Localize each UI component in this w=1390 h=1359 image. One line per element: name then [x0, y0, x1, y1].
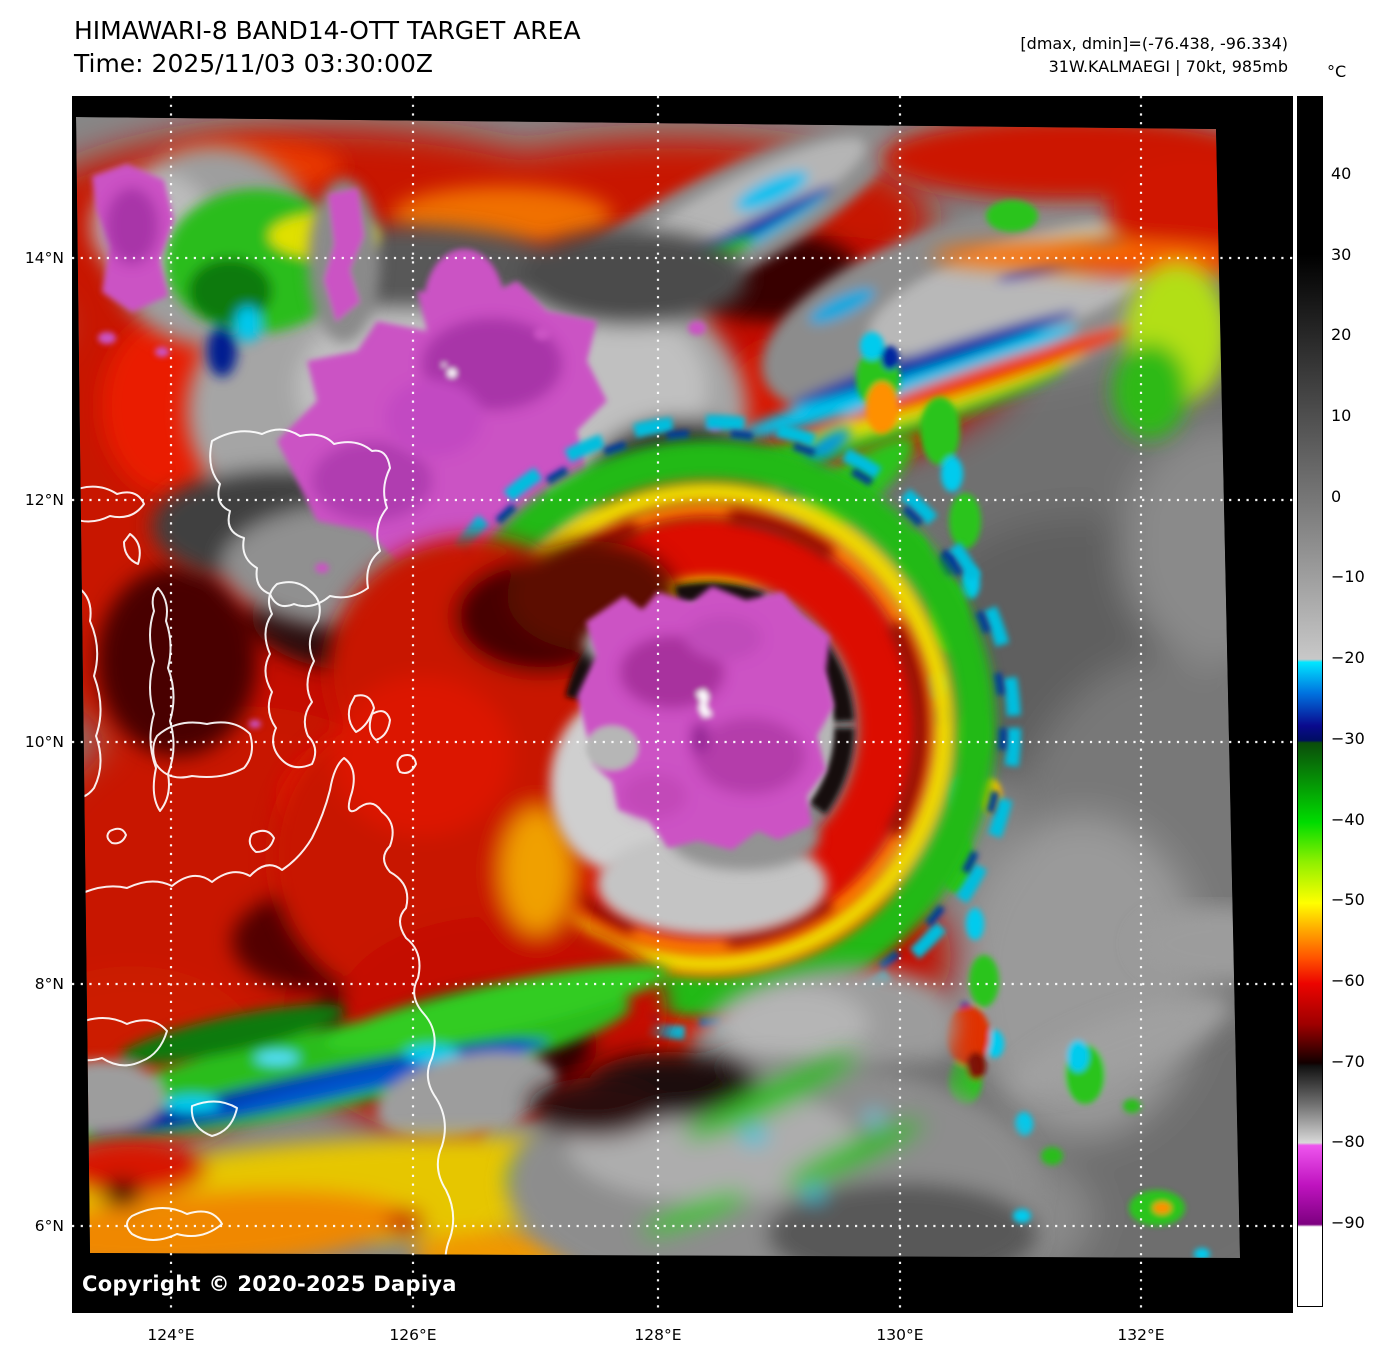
coast-negros [76, 583, 102, 799]
lat-label-8n: 8°N [34, 975, 64, 993]
colorbar-tick-n20: −20 [1331, 648, 1365, 667]
lon-label-130e: 130°E [876, 1326, 924, 1344]
coast-ticao [123, 533, 141, 565]
coast-camiguin [248, 829, 275, 853]
satellite-image [72, 96, 1293, 1313]
coast-zamboanga [126, 1207, 223, 1241]
top-left-green-patch [165, 189, 379, 377]
copyright-label: Copyright © 2020-2025 Dapiya [82, 1272, 457, 1296]
colorbar-tick-n60: −60 [1331, 971, 1365, 990]
timestamp-label: Time: 2025/11/03 03:30:00Z [74, 49, 433, 78]
colorbar-tick-40: 40 [1331, 164, 1352, 183]
colorbar-tick-n50: −50 [1331, 890, 1365, 909]
lat-label-14n: 14°N [24, 249, 64, 267]
coastlines [76, 428, 461, 1258]
southwest-band [76, 964, 669, 1170]
coast-siquijor [106, 827, 127, 845]
coast-lanao [190, 1100, 238, 1137]
header-right: [dmax, dmin]=(-76.438, -96.334) 31W.KALM… [1020, 32, 1288, 78]
lat-label-6n: 6°N [34, 1217, 64, 1235]
lon-label-128e: 128°E [634, 1326, 682, 1344]
coast-masbate [76, 485, 145, 523]
lon-label-132e: 132°E [1117, 1326, 1165, 1344]
temperature-colorbar [1297, 96, 1323, 1307]
dmax-dmin-label: [dmax, dmin]=(-76.438, -96.334) [1020, 34, 1288, 53]
coast-panaon [347, 694, 375, 733]
coast-leyte [264, 581, 321, 769]
coast-dinagat [368, 710, 391, 741]
south-gray-mass [507, 1052, 1037, 1258]
southeast-cells [1013, 906, 1240, 1258]
colorbar-tick-20: 20 [1331, 325, 1352, 344]
colorbar-unit-label: °C [1327, 62, 1347, 81]
coast-samar [209, 428, 391, 608]
page-title: HIMAWARI-8 BAND14-OTT TARGET AREA [74, 16, 581, 45]
coast-mindanao [76, 757, 461, 1258]
coast-bohol [152, 721, 253, 779]
colorbar-tick-n30: −30 [1331, 729, 1365, 748]
lat-label-10n: 10°N [24, 733, 64, 751]
lat-label-12n: 12°N [24, 491, 64, 509]
storm-info-label: 31W.KALMAEGI | 70kt, 985mb [1048, 57, 1288, 76]
graticule [72, 96, 1293, 1313]
lon-label-124e: 124°E [147, 1326, 195, 1344]
coast-iligan-bay [76, 1017, 168, 1067]
coast-siargao [396, 754, 417, 774]
lon-label-126e: 126°E [389, 1326, 437, 1344]
colorbar-tick-10: 10 [1331, 406, 1352, 425]
colorbar-tick-0: 0 [1331, 487, 1342, 506]
colorbar-tick-n90: −90 [1331, 1213, 1365, 1232]
colorbar-tick-n10: −10 [1331, 567, 1365, 586]
colorbar-tick-n70: −70 [1331, 1052, 1365, 1071]
colorbar-tick-30: 30 [1331, 245, 1352, 264]
colorbar-tick-n40: −40 [1331, 810, 1365, 829]
map-panel: Copyright © 2020-2025 Dapiya [72, 96, 1293, 1313]
colorbar-tick-n80: −80 [1331, 1132, 1365, 1151]
typhoon-cdo-core [577, 586, 834, 850]
